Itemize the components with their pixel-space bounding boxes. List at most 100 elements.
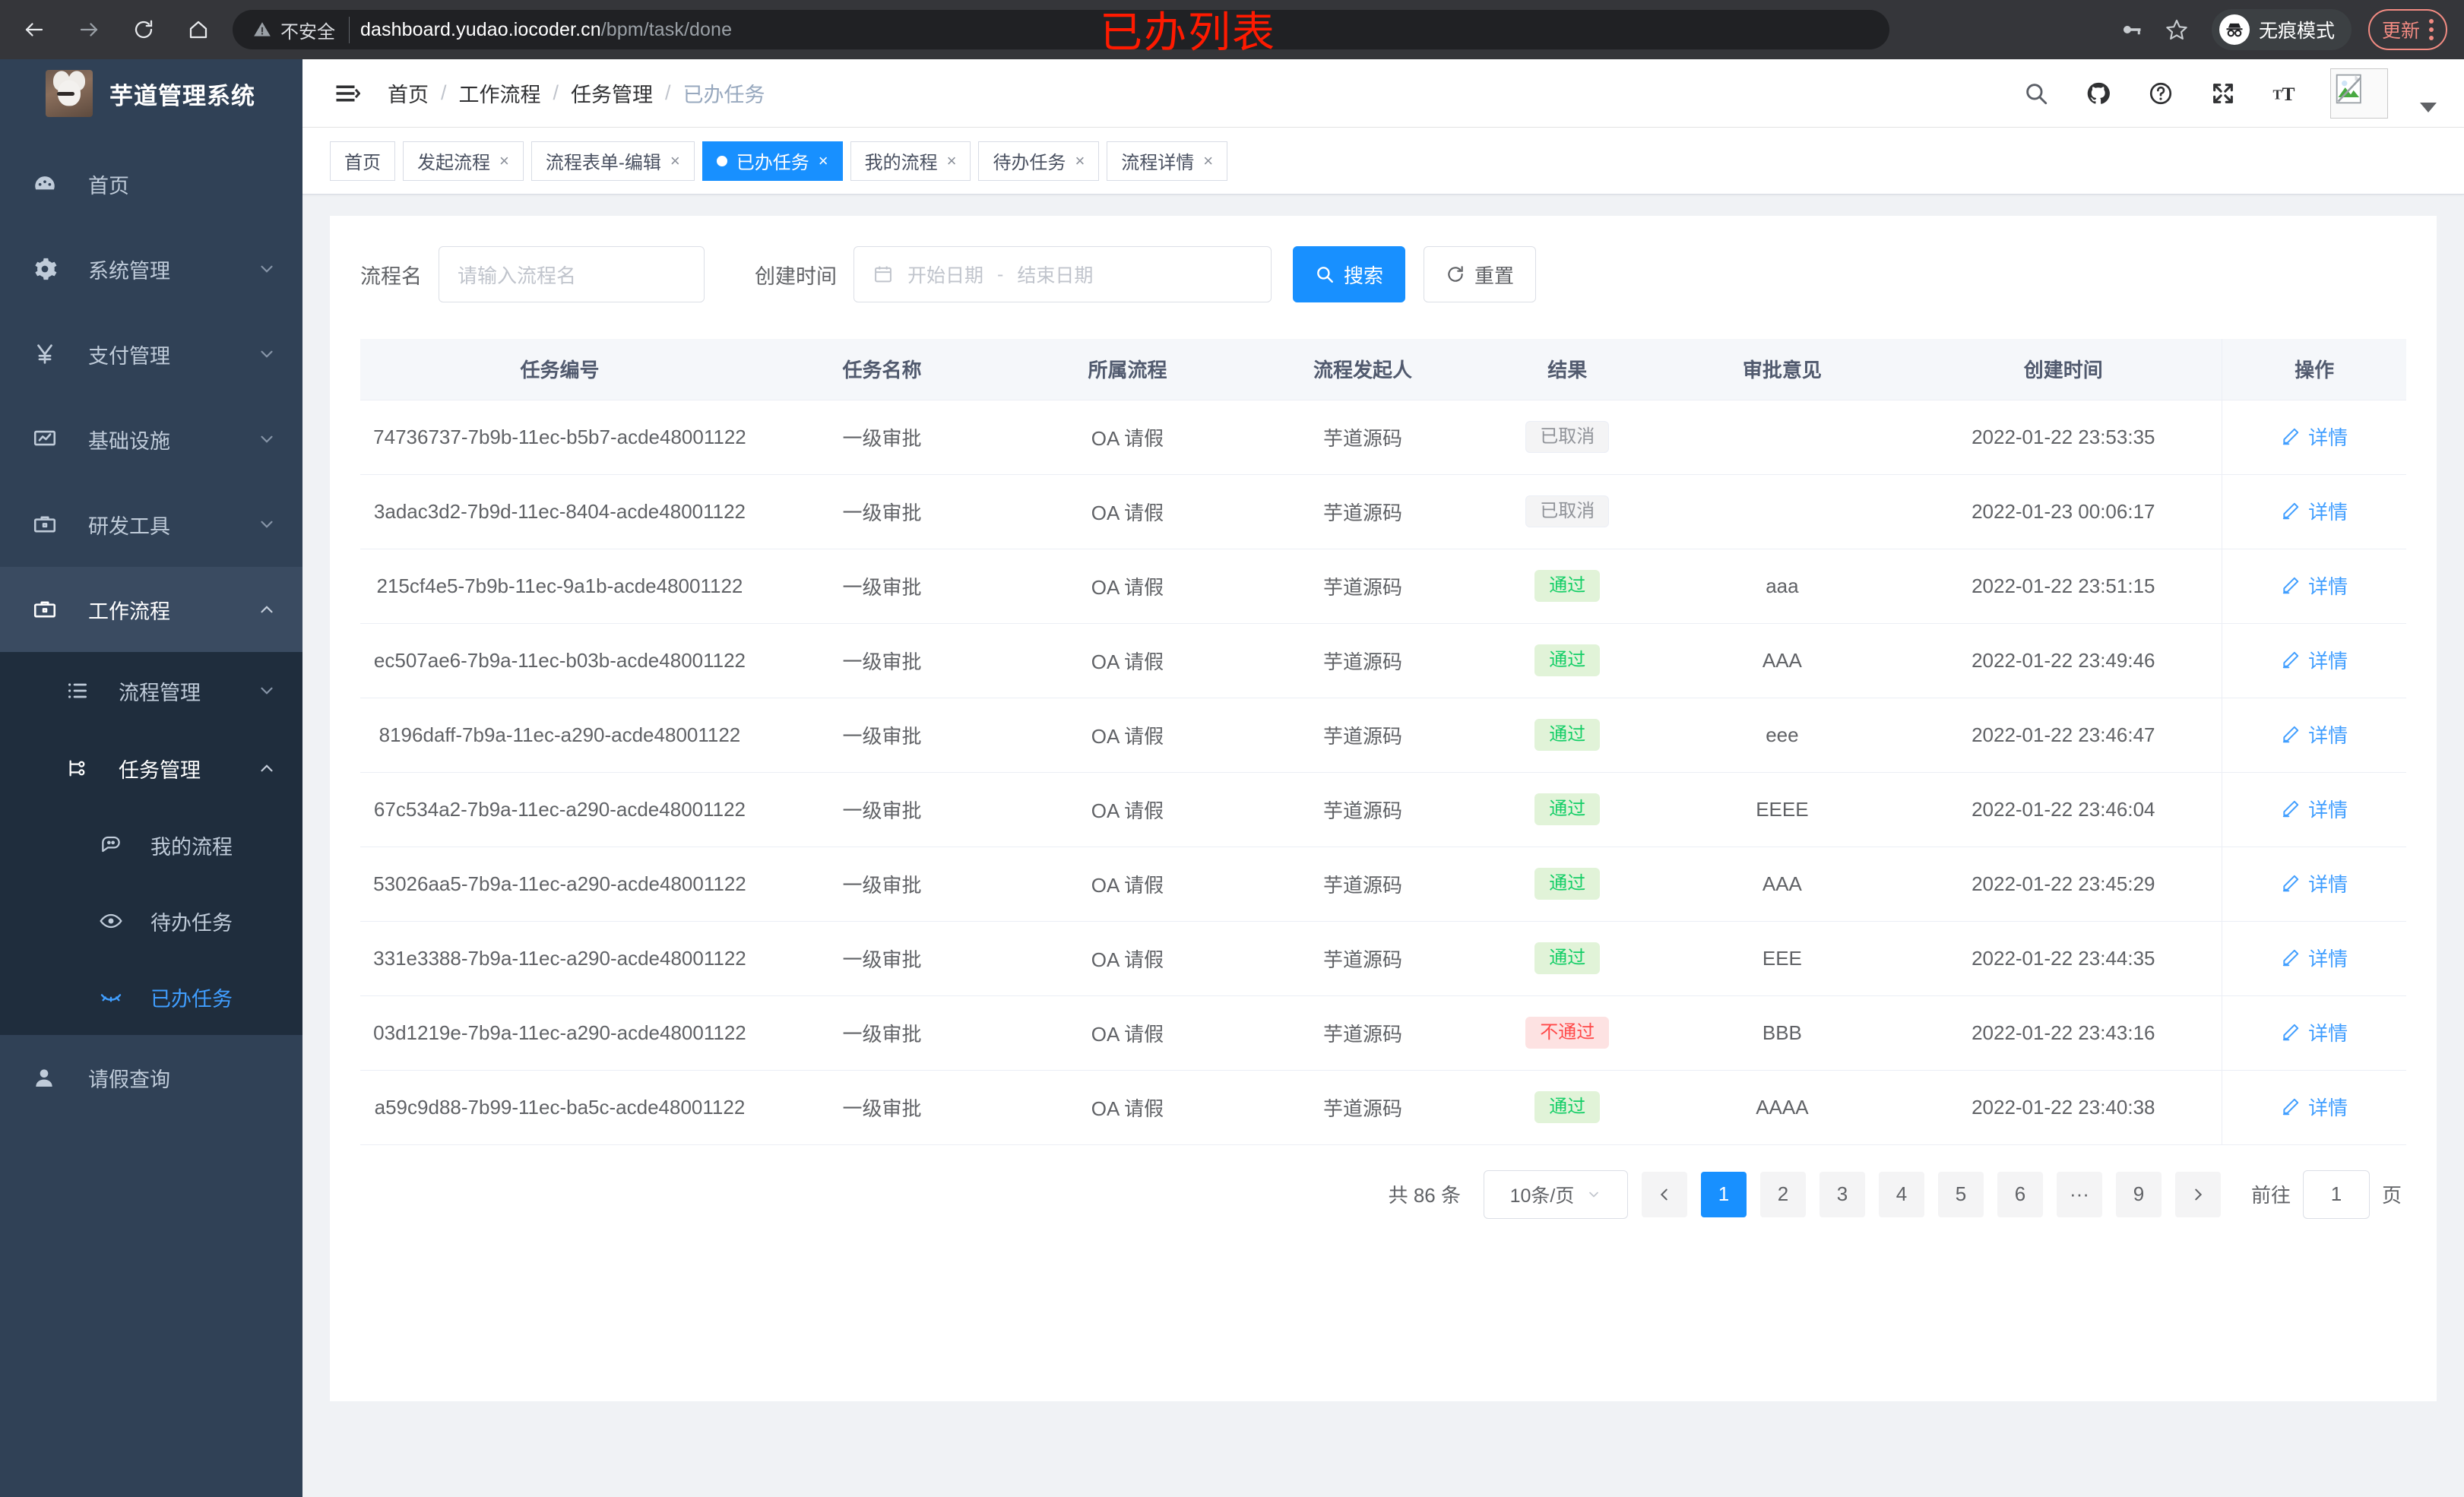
cell-opinion (1659, 474, 1905, 549)
pagination-page-9[interactable]: 9 (2115, 1171, 2162, 1217)
sidebar-item-my-process[interactable]: 我的流程 (0, 807, 302, 883)
tab-my-process[interactable]: 我的流程 × (850, 141, 971, 181)
pagination-page-2[interactable]: 2 (1759, 1171, 1806, 1217)
detail-link[interactable]: 详情 (2281, 1018, 2348, 1046)
sidebar-item-workflow[interactable]: 工作流程 (0, 567, 302, 652)
pagination-page-6[interactable]: 6 (1997, 1171, 2043, 1217)
created-time-daterange[interactable]: 开始日期 - 结束日期 (854, 246, 1272, 302)
detail-link[interactable]: 详情 (2281, 1093, 2348, 1121)
cell-process: OA 请假 (1004, 474, 1250, 549)
pagination-jump: 前往 1 页 (2251, 1169, 2402, 1219)
sidebar-item-task-mgmt[interactable]: 任务管理 (0, 730, 302, 807)
hamburger-icon[interactable] (328, 75, 365, 112)
detail-link[interactable]: 详情 (2281, 795, 2348, 823)
detail-link[interactable]: 详情 (2281, 944, 2348, 972)
briefcase-glyph (33, 601, 56, 618)
sidebar-item-label: 流程管理 (119, 681, 201, 704)
breadcrumb-item-home[interactable]: 首页 (388, 84, 429, 106)
forward-button[interactable] (71, 12, 106, 47)
pagination-pages: 1 2 3 4 5 6 ··· 9 (1700, 1171, 2162, 1217)
omnibox[interactable]: 不安全 dashboard.yudao.iocoder.cn/bpm/task/… (233, 10, 1889, 49)
pagination-page-5[interactable]: 5 (1937, 1171, 1984, 1217)
kebab-menu-icon[interactable] (2429, 19, 2434, 40)
tab-close-icon[interactable]: × (499, 150, 509, 170)
breadcrumb-item-workflow[interactable]: 工作流程 (458, 84, 541, 106)
tab-close-icon[interactable]: × (670, 150, 680, 170)
sidebar-item-leave-query[interactable]: 请假查询 (0, 1035, 302, 1120)
detail-link[interactable]: 详情 (2281, 869, 2348, 897)
tab-start-process[interactable]: 发起流程 × (403, 141, 524, 181)
page-size-value: 10条/页 (1509, 1185, 1575, 1207)
pagination-page-3[interactable]: 3 (1819, 1171, 1865, 1217)
pagination-ellipsis[interactable]: ··· (2056, 1171, 2102, 1217)
detail-link[interactable]: 详情 (2281, 571, 2348, 600)
pagination-prev-button[interactable] (1641, 1171, 1687, 1217)
chevron-down-icon (1589, 1192, 1599, 1198)
browser-chrome: 不安全 dashboard.yudao.iocoder.cn/bpm/task/… (0, 0, 2464, 59)
back-button[interactable] (17, 12, 52, 47)
pagination-next-button[interactable] (2174, 1171, 2221, 1217)
sidebar-item-done-task[interactable]: 已办任务 (0, 959, 302, 1035)
incognito-indicator[interactable]: 无痕模式 (2211, 9, 2352, 50)
sidebar-item-label: 待办任务 (150, 911, 233, 935)
caret-down-icon[interactable] (2420, 102, 2437, 112)
tab-todo-task[interactable]: 待办任务 × (978, 141, 1100, 181)
tab-home[interactable]: 首页 (330, 141, 395, 181)
cell-process: OA 请假 (1004, 698, 1250, 773)
reload-icon (135, 20, 153, 39)
breadcrumb-item-task-mgmt[interactable]: 任务管理 (571, 84, 654, 106)
pagination-page-4[interactable]: 4 (1878, 1171, 1924, 1217)
tab-close-icon[interactable]: × (1203, 150, 1214, 170)
github-icon[interactable] (2081, 76, 2116, 111)
cell-result: 通过 (1475, 847, 1660, 922)
col-process: 所属流程 (1004, 339, 1250, 400)
avatar[interactable] (2330, 68, 2388, 119)
password-manager-button[interactable] (2111, 10, 2151, 49)
fullscreen-icon[interactable] (2206, 76, 2241, 111)
cell-action: 详情 (2222, 400, 2406, 475)
sidebar-item-process-mgmt[interactable]: 流程管理 (0, 652, 302, 730)
table-row: 53026aa5-7b9a-11ec-a290-acde48001122 一级审批… (360, 847, 2406, 922)
detail-link[interactable]: 详情 (2281, 423, 2348, 451)
security-indicator[interactable]: 不安全 (252, 16, 350, 43)
sidebar-item-home[interactable]: 首页 (0, 141, 302, 226)
sidebar-logo[interactable]: 芋道管理系统 (0, 59, 302, 128)
process-name-input[interactable]: 请输入流程名 (439, 246, 705, 302)
cell-task-id: 8196daff-7b9a-11ec-a290-acde48001122 (360, 698, 759, 773)
update-button[interactable]: 更新 (2367, 9, 2447, 50)
tabs-bar: 首页 发起流程 × 流程表单-编辑 × 已办任务 × 我的流程 × 待办任务 × (302, 128, 2464, 195)
home-button[interactable] (181, 12, 216, 47)
reload-button[interactable] (126, 12, 161, 47)
jump-page-input[interactable]: 1 (2302, 1169, 2370, 1219)
tab-close-icon[interactable]: × (1075, 150, 1085, 170)
pagination: 共 86 条 10条/页 1 2 3 4 5 6 ··· 9 前往 (360, 1145, 2406, 1244)
sidebar-item-payment[interactable]: 支付管理 (0, 312, 302, 397)
detail-link[interactable]: 详情 (2281, 720, 2348, 748)
tab-process-form-edit[interactable]: 流程表单-编辑 × (530, 141, 695, 181)
detail-link[interactable]: 详情 (2281, 497, 2348, 525)
tab-done-task[interactable]: 已办任务 × (702, 141, 843, 181)
tab-close-icon[interactable]: × (946, 150, 957, 170)
bookmark-button[interactable] (2157, 10, 2196, 49)
pagination-page-1[interactable]: 1 (1700, 1171, 1747, 1217)
reset-button[interactable]: 重置 (1424, 246, 1537, 302)
sidebar-item-todo-task[interactable]: 待办任务 (0, 883, 302, 959)
search-icon[interactable] (2019, 76, 2054, 111)
home-icon (189, 21, 207, 39)
sidebar-item-devtools[interactable]: 研发工具 (0, 482, 302, 567)
sidebar-item-system[interactable]: 系统管理 (0, 226, 302, 312)
chat-glyph (102, 836, 120, 853)
tab-close-icon[interactable]: × (818, 150, 828, 170)
help-circle-icon[interactable] (2143, 76, 2178, 111)
chevron-up-icon (257, 600, 277, 619)
sidebar-item-infrastructure[interactable]: 基础设施 (0, 397, 302, 482)
tab-process-detail[interactable]: 流程详情 × (1107, 141, 1228, 181)
briefcase-glyph (33, 516, 56, 533)
cell-task-name: 一级审批 (759, 847, 1005, 922)
page-size-select[interactable]: 10条/页 (1483, 1169, 1628, 1219)
cell-initiator: 芋道源码 (1250, 995, 1476, 1071)
search-button[interactable]: 搜索 (1293, 246, 1406, 302)
pencil-icon (2282, 652, 2299, 669)
detail-link[interactable]: 详情 (2281, 646, 2348, 674)
